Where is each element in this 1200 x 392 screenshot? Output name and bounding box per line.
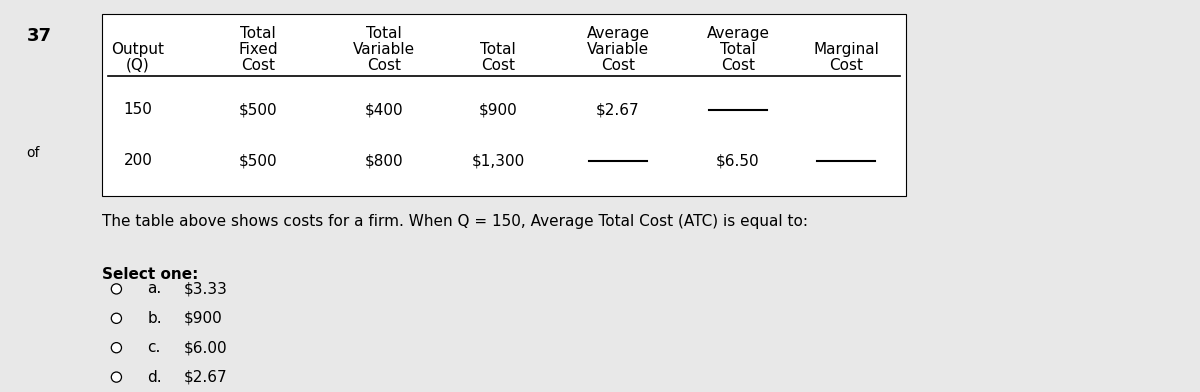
Text: $1,300: $1,300	[472, 153, 524, 168]
Text: Cost: Cost	[829, 58, 863, 73]
Text: $400: $400	[365, 102, 403, 117]
Ellipse shape	[112, 372, 121, 382]
Text: The table above shows costs for a firm. When Q = 150, Average Total Cost (ATC) i: The table above shows costs for a firm. …	[102, 214, 808, 229]
Ellipse shape	[112, 313, 121, 323]
Text: (Q): (Q)	[126, 58, 150, 73]
Text: Average: Average	[707, 26, 769, 41]
Text: Total: Total	[480, 42, 516, 57]
Text: Select one:: Select one:	[102, 267, 198, 281]
Text: Cost: Cost	[241, 58, 275, 73]
Text: $6.00: $6.00	[184, 340, 227, 355]
Text: of: of	[26, 146, 40, 160]
Text: $2.67: $2.67	[596, 102, 640, 117]
Text: Total: Total	[720, 42, 756, 57]
Text: $500: $500	[239, 102, 277, 117]
Text: Total: Total	[240, 26, 276, 41]
Text: Fixed: Fixed	[238, 42, 278, 57]
Text: Cost: Cost	[481, 58, 515, 73]
Text: $900: $900	[479, 102, 517, 117]
Text: $500: $500	[239, 153, 277, 168]
Text: Variable: Variable	[353, 42, 415, 57]
Text: Output: Output	[112, 42, 164, 57]
Text: $800: $800	[365, 153, 403, 168]
Text: Variable: Variable	[587, 42, 649, 57]
Text: Marginal: Marginal	[814, 42, 878, 57]
FancyBboxPatch shape	[102, 14, 906, 196]
Ellipse shape	[112, 284, 121, 294]
Text: Cost: Cost	[367, 58, 401, 73]
Text: $2.67: $2.67	[184, 370, 227, 385]
Text: Cost: Cost	[601, 58, 635, 73]
Text: c.: c.	[148, 340, 161, 355]
Text: $3.33: $3.33	[184, 281, 228, 296]
Text: Total: Total	[366, 26, 402, 41]
Text: d.: d.	[148, 370, 162, 385]
Text: 37: 37	[26, 27, 52, 45]
Text: $900: $900	[184, 311, 222, 326]
Text: Average: Average	[587, 26, 649, 41]
Text: 150: 150	[124, 102, 152, 117]
Ellipse shape	[112, 343, 121, 353]
Text: $6.50: $6.50	[716, 153, 760, 168]
Text: 200: 200	[124, 153, 152, 168]
Text: Cost: Cost	[721, 58, 755, 73]
Text: a.: a.	[148, 281, 162, 296]
Text: b.: b.	[148, 311, 162, 326]
